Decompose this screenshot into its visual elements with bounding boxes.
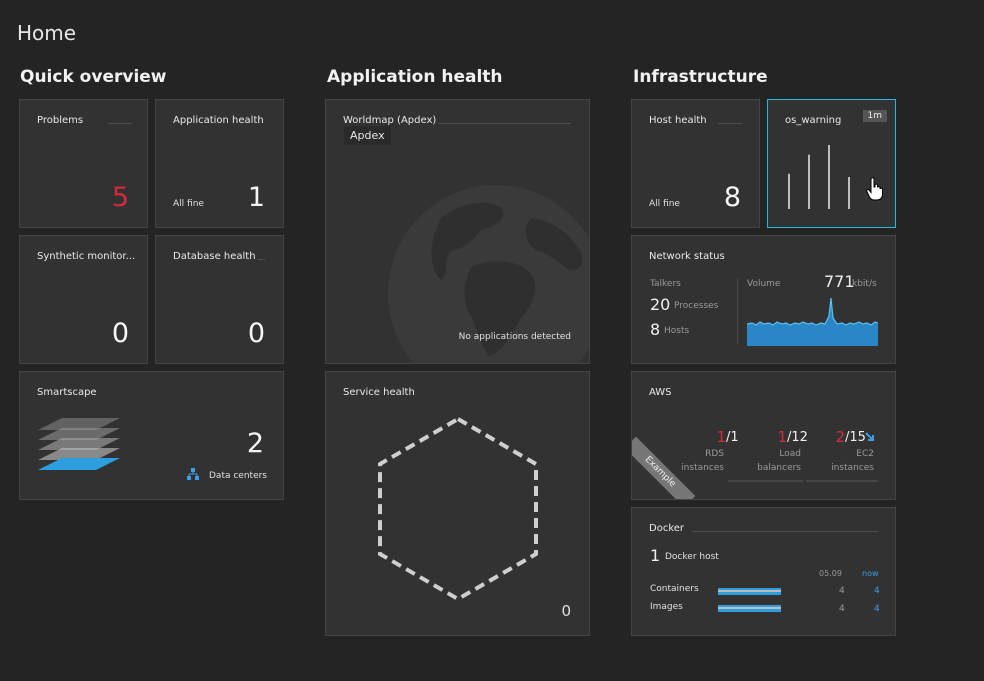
rds-total: /1 xyxy=(726,430,739,445)
lb-label-line2: balancers xyxy=(757,463,801,473)
hand-cursor-icon xyxy=(866,177,883,201)
title-divider xyxy=(257,259,265,260)
status-label: All fine xyxy=(649,199,680,209)
title-divider xyxy=(718,123,742,124)
data-centers-count: 2 xyxy=(246,428,264,459)
page-title: Home xyxy=(17,21,77,45)
images-label: Images xyxy=(650,602,683,612)
timeframe-badge[interactable]: 1m xyxy=(862,110,887,122)
warning-bar xyxy=(828,145,830,209)
rds-count: 1 xyxy=(716,428,726,446)
tile-title: Database health xyxy=(173,251,256,262)
tile-title: Synthetic monitor... xyxy=(37,251,136,262)
images-prev: 4 xyxy=(839,604,845,614)
ec2-label-line1: EC2 xyxy=(856,449,874,459)
prev-date-header: 05.09 xyxy=(819,569,842,578)
synthetic-monitors-tile[interactable]: Synthetic monitor... 0 xyxy=(19,235,148,364)
apdex-badge[interactable]: Apdex xyxy=(344,126,391,145)
processes-count: 20 xyxy=(650,295,671,314)
lb-count: 1 xyxy=(777,428,787,446)
column-title-quick-overview: Quick overview xyxy=(20,67,167,87)
tile-title: Application health xyxy=(173,115,264,126)
volume-sparkline xyxy=(747,297,878,346)
database-health-tile[interactable]: Database health 0 xyxy=(155,235,284,364)
network-status-tile[interactable]: Network status Talkers 20 Processes 8 Ho… xyxy=(631,235,896,364)
ec2-label-line2: instances xyxy=(831,463,874,473)
tile-title: os_warning xyxy=(785,115,842,126)
data-centers-label: Data centers xyxy=(209,471,267,481)
database-count: 0 xyxy=(247,318,265,349)
service-count: 0 xyxy=(561,602,571,620)
docker-tile[interactable]: Docker 1 Docker host 05.09 now Container… xyxy=(631,507,896,636)
layers-icon xyxy=(38,418,120,470)
warning-bar xyxy=(788,173,790,209)
containers-label: Containers xyxy=(650,584,699,594)
column-title-infrastructure: Infrastructure xyxy=(633,67,768,87)
hierarchy-icon xyxy=(187,468,199,480)
docker-host-count: 1 xyxy=(650,546,661,565)
lb-divider xyxy=(806,480,878,482)
volume-value: 771 xyxy=(824,272,855,291)
title-divider xyxy=(438,123,571,124)
tile-title: Service health xyxy=(343,387,415,398)
hosts-label: Hosts xyxy=(664,326,690,336)
arrow-down-right-icon xyxy=(865,432,874,441)
tile-title: Host health xyxy=(649,115,707,126)
host-health-tile[interactable]: Host health All fine 8 xyxy=(631,99,760,228)
volume-label: Volume xyxy=(747,279,781,289)
divider xyxy=(737,278,738,344)
warning-bar-chart xyxy=(788,145,850,209)
warning-bar xyxy=(808,154,810,209)
synthetic-count: 0 xyxy=(111,318,129,349)
tile-title: Docker xyxy=(649,523,685,534)
ec2-total: /15 xyxy=(845,430,866,445)
rds-label-line2: instances xyxy=(681,463,724,473)
tile-title: Problems xyxy=(37,115,84,126)
globe-icon xyxy=(388,185,589,363)
title-divider xyxy=(692,531,878,532)
ec2-count: 2 xyxy=(835,428,845,446)
worldmap-tile[interactable]: Worldmap (Apdex) Apdex No applications d… xyxy=(325,99,590,364)
host-count: 8 xyxy=(723,182,741,213)
tile-title: Smartscape xyxy=(37,387,97,398)
aws-tile[interactable]: AWS Example 1 /1 RDS instances 1 /12 Loa… xyxy=(631,371,896,500)
containers-now: 4 xyxy=(874,586,880,596)
application-count: 1 xyxy=(247,182,265,213)
processes-label: Processes xyxy=(674,301,719,311)
lb-total: /12 xyxy=(787,430,808,445)
images-now: 4 xyxy=(874,604,880,614)
hosts-count: 8 xyxy=(650,320,661,339)
problems-count: 5 xyxy=(111,182,129,213)
tile-title: Network status xyxy=(649,251,725,262)
tile-title: AWS xyxy=(649,387,672,398)
images-bar xyxy=(718,605,781,612)
rds-label-line1: RDS xyxy=(705,449,724,459)
rds-divider xyxy=(728,480,803,482)
status-label: All fine xyxy=(173,199,204,209)
os-warning-tile[interactable]: os_warning 1m xyxy=(767,99,896,228)
containers-prev: 4 xyxy=(839,586,845,596)
now-header: now xyxy=(862,569,879,578)
column-title-application-health: Application health xyxy=(327,67,503,87)
no-applications-message: No applications detected xyxy=(458,332,571,342)
title-divider xyxy=(108,123,132,124)
service-health-tile[interactable]: Service health 0 xyxy=(325,371,590,636)
talkers-label: Talkers xyxy=(650,279,681,289)
volume-unit: kbit/s xyxy=(852,279,877,289)
lb-label-line1: Load xyxy=(779,449,801,459)
containers-bar xyxy=(718,588,781,595)
problems-tile[interactable]: Problems 5 xyxy=(19,99,148,228)
example-ribbon-label: Example xyxy=(642,454,678,490)
application-health-tile[interactable]: Application health All fine 1 xyxy=(155,99,284,228)
docker-host-label: Docker host xyxy=(665,552,719,562)
smartscape-tile[interactable]: Smartscape 2 Data centers xyxy=(19,371,284,500)
tile-title: Worldmap (Apdex) xyxy=(343,115,437,126)
hexagon-icon xyxy=(378,416,538,602)
warning-bar xyxy=(848,177,850,209)
